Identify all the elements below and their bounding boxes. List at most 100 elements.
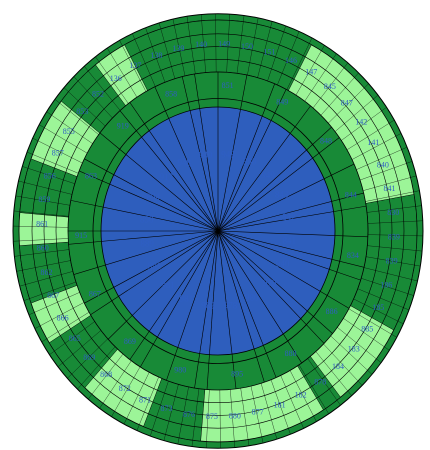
outer-divider-61 (132, 33, 156, 87)
outer-divider-39 (28, 292, 80, 316)
core-label-16: 894 (147, 192, 161, 202)
middle-ring-label-0: 851 (222, 81, 234, 90)
outer-divider-13 (307, 358, 341, 406)
middle-ring-label-13: 919 (117, 121, 129, 130)
outer-divider-53 (46, 111, 93, 144)
outer-ring-label-31: 865 (69, 334, 81, 343)
spoke-9 (217, 205, 367, 232)
spoke-6 (217, 137, 340, 232)
outer-divider-30 (111, 366, 141, 417)
spoke-28 (73, 230, 219, 275)
outer-divider-64 (172, 18, 186, 76)
core-label-0: 948 (221, 149, 235, 159)
outer-divider-70 (247, 17, 259, 76)
spoke-3 (217, 89, 287, 232)
outer-divider-4 (361, 278, 414, 296)
outer-divider-45 (13, 225, 69, 228)
outer-divider-20 (240, 388, 250, 446)
outer-ring-label-25: 876 (183, 410, 195, 419)
outer-divider-59 (107, 48, 138, 98)
outer-ring-label-1: 150 (241, 42, 253, 51)
outer-ring-label-35: 860 (37, 244, 49, 253)
outer-ring-label-3: 146 (285, 56, 297, 65)
outer-divider-50 (26, 151, 79, 174)
outer-divider-36 (49, 321, 95, 355)
outer-divider-1 (367, 245, 423, 252)
outer-divider-69 (236, 15, 245, 74)
outer-ring-label-11: 830 (387, 208, 399, 217)
spoke-1 (217, 74, 248, 232)
outer-ring-label-7: 142 (355, 118, 367, 127)
outer-divider-37 (41, 312, 90, 343)
outer-band-ring-0 (31, 33, 405, 429)
middle-ring-label-7: 895 (231, 370, 243, 379)
outer-ring-label-42: 852 (92, 89, 104, 98)
outer-ring-label-20: 182 (295, 391, 307, 400)
outer-divider-72 (267, 25, 286, 81)
outer-ring-label-30: 869 (83, 353, 95, 362)
spoke-38 (181, 76, 219, 232)
core-label-10: 982 (201, 301, 215, 311)
outer-divider-48 (18, 180, 73, 195)
outer-ring-label-46: 139 (172, 44, 184, 53)
outer-divider-47 (15, 195, 71, 206)
outer-divider-76 (304, 53, 337, 102)
middle-ring-label-11: 915 (75, 231, 87, 240)
outer-ring-label-19: 878 (314, 378, 326, 387)
outer-ring-label-38: 856 (44, 171, 56, 180)
outer-divider-16 (280, 375, 304, 429)
outer-divider-46 (13, 210, 69, 217)
outer-ring-label-2: 151 (264, 47, 276, 56)
outer-divider-38 (34, 302, 85, 329)
outer-divider-44 (13, 238, 69, 242)
outer-divider-80 (334, 95, 379, 132)
core-label-8: 980 (245, 292, 259, 302)
outer-ring-label-8: 141 (367, 138, 379, 147)
outer-divider-63 (158, 22, 176, 79)
middle-ring-label-6: 888 (285, 349, 297, 358)
outer-ring-label-26: 873 (161, 404, 173, 413)
core-label-12: 981 (161, 280, 175, 290)
outer-divider-57 (84, 66, 121, 111)
outer-ring-label-28: 872 (119, 384, 131, 393)
outer-divider-54 (54, 99, 99, 135)
middle-ring-label-9: 869 (124, 337, 136, 346)
outer-ring-label-14: 186 (380, 280, 392, 289)
outer-divider-2 (365, 256, 421, 267)
middle-ring-label-12: 863 (85, 171, 97, 180)
spoke-37 (154, 86, 219, 232)
middle-ring-label-2: 848 (320, 136, 332, 145)
outer-divider-49 (22, 166, 75, 184)
outer-divider-41 (19, 271, 73, 287)
spoke-36 (129, 102, 219, 232)
outer-divider-24 (191, 388, 200, 447)
outer-ring-label-22: 877 (252, 408, 264, 417)
spoke-26 (90, 230, 219, 316)
outer-divider-84 (356, 146, 408, 170)
outer-ring-label-47: 140 (195, 40, 207, 49)
outer-divider-56 (73, 76, 113, 119)
outer-band-ring-1 (43, 46, 393, 416)
outer-ring-label-13: 839 (386, 257, 398, 266)
outer-divider-32 (88, 353, 124, 400)
spoke-39 (194, 73, 219, 232)
core-label-6: 940 (276, 259, 290, 269)
outer-divider-33 (77, 346, 116, 390)
outer-divider-22 (219, 389, 221, 449)
spoke-7 (217, 163, 355, 232)
core-label-4: 842 (282, 212, 296, 222)
core-label-9: 978 (224, 300, 238, 310)
spoke-5 (217, 126, 332, 232)
outer-divider-87 (365, 190, 420, 202)
spoke-20 (206, 230, 219, 390)
outer-ring-label-10: 841 (384, 184, 396, 193)
outer-divider-0 (367, 234, 423, 237)
spoke-18 (217, 230, 265, 383)
middle-ring-label-8: 980 (174, 365, 186, 374)
outer-divider-81 (341, 107, 387, 141)
spoke-2 (217, 83, 275, 232)
core-label-17: 917 (159, 172, 173, 182)
spoke-34 (99, 132, 219, 232)
outer-divider-5 (357, 288, 410, 311)
